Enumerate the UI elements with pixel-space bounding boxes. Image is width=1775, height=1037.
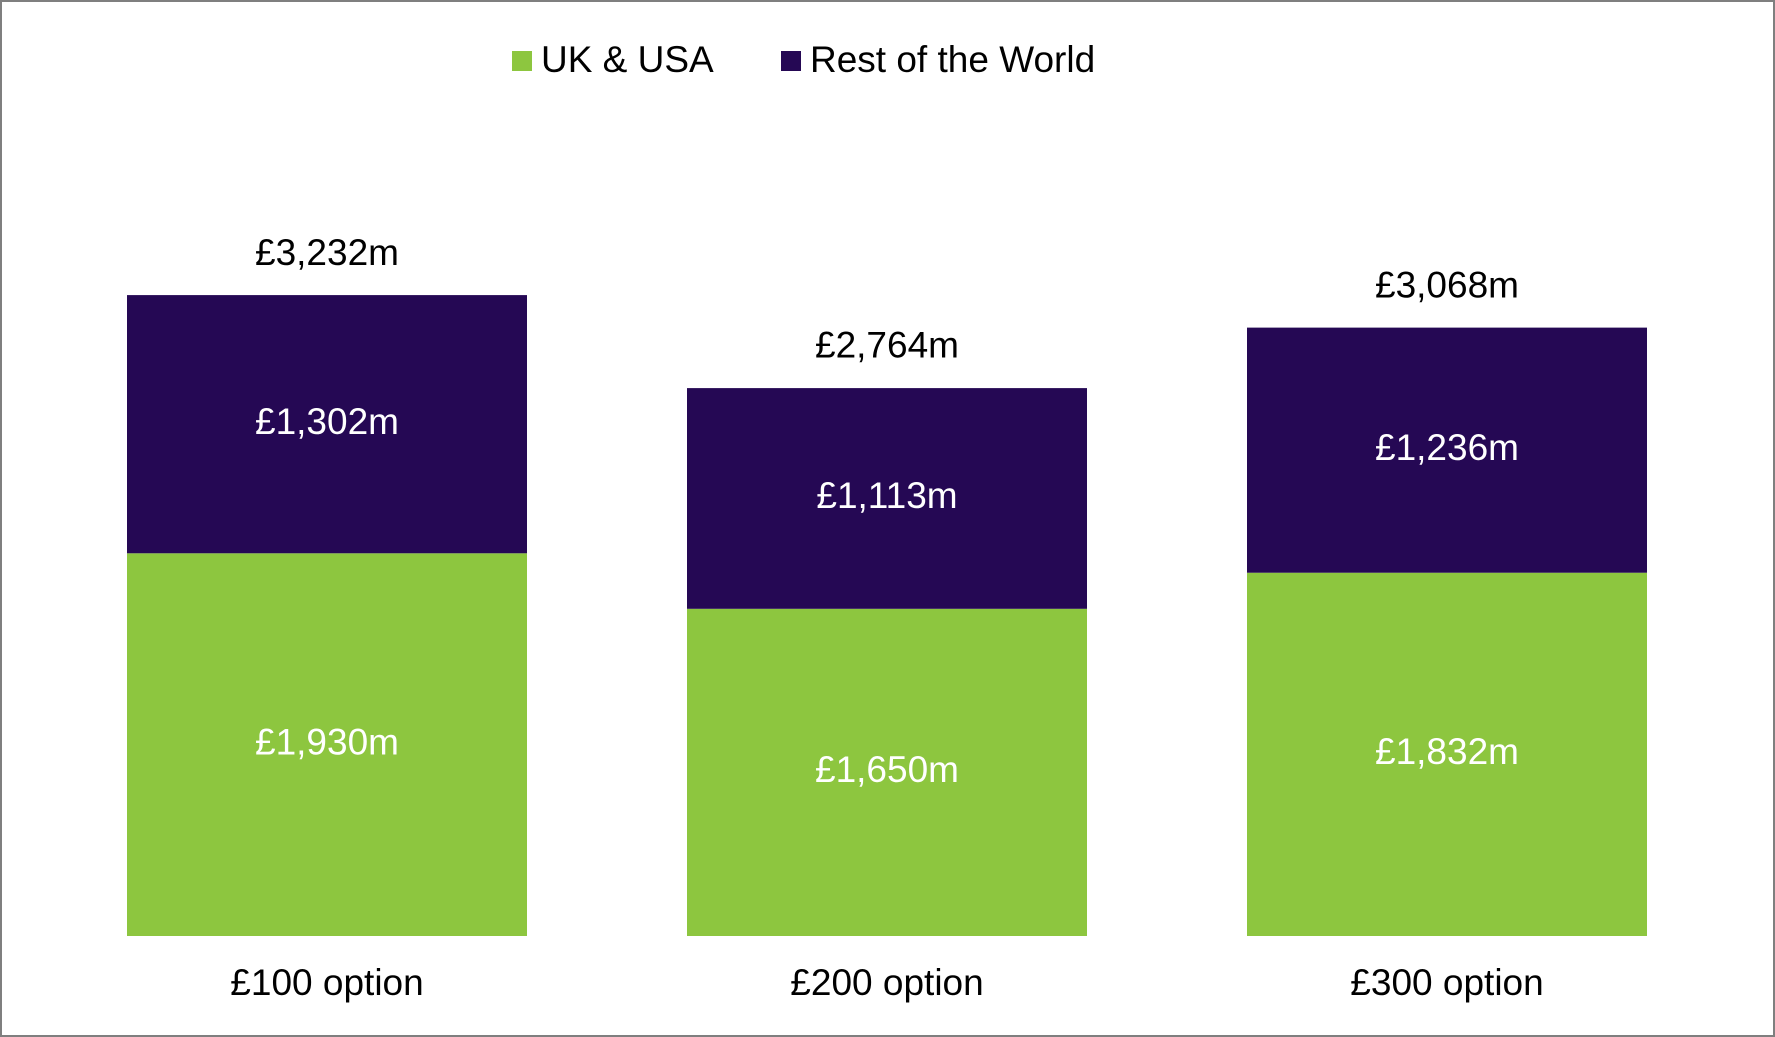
total-label: £3,068m [1375, 264, 1519, 305]
legend-swatch [512, 51, 532, 71]
segment-label: £1,930m [255, 721, 399, 762]
segment-label: £1,650m [815, 749, 959, 790]
segment-label: £1,113m [816, 475, 957, 516]
bar-segment [687, 608, 1087, 936]
legend-swatch [781, 51, 801, 71]
legend-label: Rest of the World [810, 39, 1095, 80]
bar-segment [127, 295, 527, 554]
bar-segment [1247, 327, 1647, 573]
x-tick-label: £300 option [1350, 962, 1543, 1003]
segment-label: £1,832m [1375, 731, 1519, 772]
total-label: £2,764m [815, 325, 959, 366]
segment-label: £1,302m [255, 401, 399, 442]
bar-segment [687, 388, 1087, 609]
segment-label: £1,236m [1375, 427, 1519, 468]
legend-label: UK & USA [541, 39, 714, 80]
total-label: £3,232m [255, 232, 399, 273]
bar-segment [127, 553, 527, 936]
x-tick-label: £200 option [790, 962, 983, 1003]
x-tick-label: £100 option [230, 962, 423, 1003]
bar-segment [1247, 572, 1647, 936]
